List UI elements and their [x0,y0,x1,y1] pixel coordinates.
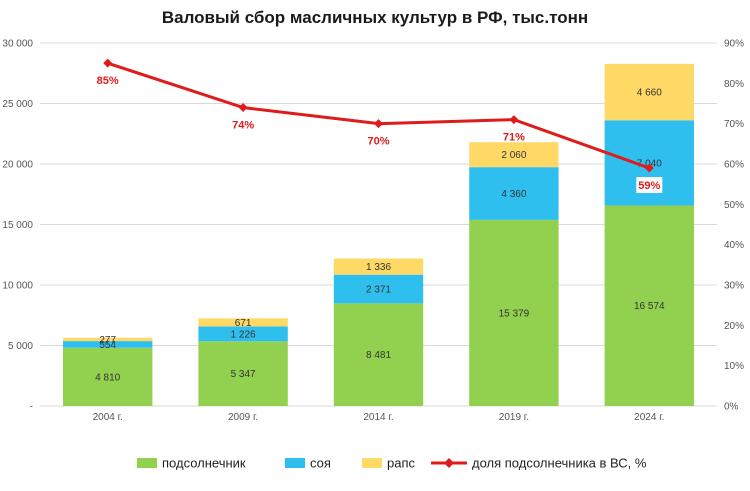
x-tick-label: 2014 г. [363,412,393,423]
legend-swatch [285,458,305,468]
bar-value-label: 4 810 [95,372,120,383]
y-right-tick-label: 80% [724,79,744,90]
bar-value-label: 8 481 [366,350,391,361]
line-label-background [636,177,663,194]
y-right-tick-label: 70% [724,119,744,130]
y-right-tick-label: 90% [724,39,744,50]
bar-value-label: 1 226 [231,329,256,340]
x-tick-label: 2019 г. [499,412,529,423]
bar-segment [333,303,424,406]
bar-segment [469,167,559,220]
bar-value-label: 2 371 [366,285,391,296]
y-left-tick-label: 5 000 [8,341,33,352]
bar-value-label: 16 574 [634,301,665,312]
bar-value-label: 554 [99,340,116,351]
bar-segment [469,219,559,406]
line-point [644,163,654,173]
y-left-tick-label: 30 000 [2,39,33,50]
bar-value-label: 671 [235,318,252,329]
x-tick-label: 2004 г. [93,412,123,423]
y-left-tick-label: 20 000 [2,160,33,171]
line-point [374,119,383,129]
bar-segment [198,341,288,406]
bar-value-label: 4 360 [501,189,526,200]
y-right-tick-label: 40% [724,240,744,251]
line-value-label: 59% [638,180,660,192]
y-right-tick-label: 30% [724,281,744,292]
line-value-label: 70% [367,136,389,148]
bar-segment [469,142,559,168]
bar-segment [333,258,424,275]
legend-label: подсолнечник [162,456,246,471]
line-value-label: 85% [97,75,119,87]
bar-value-label: 15 379 [499,308,530,319]
y-right-tick-label: 20% [724,321,744,332]
line-point [509,115,519,125]
y-left-tick-label: 10 000 [2,281,33,292]
legend-label: рапс [387,456,415,471]
x-tick-label: 2024 г. [634,412,664,423]
bar-segment [604,63,694,121]
y-right-tick-label: 50% [724,200,744,211]
x-tick-label: 2009 г. [228,412,258,423]
y-left-tick-label: 15 000 [2,220,33,231]
bar-segment [604,205,694,406]
line-value-label: 74% [232,120,254,132]
bar-value-label: 2 060 [501,150,526,161]
bar-value-label: 277 [99,335,116,346]
bar-segment [63,347,153,406]
legend-swatch [137,458,157,468]
line-series [107,61,650,170]
legend-label: доля подсолнечника в ВС, % [472,456,647,471]
y-right-tick-label: 60% [724,160,744,171]
line-value-label: 71% [503,132,525,144]
legend-label: соя [310,456,331,471]
y-left-tick-label: - [30,402,33,413]
bar-value-label: 5 347 [231,369,256,380]
line-point [103,58,113,68]
legend-line-marker [444,458,454,468]
bar-value-label: 1 336 [366,262,391,273]
bar-value-label: 4 660 [637,88,662,99]
bar-segment [333,274,424,304]
chart-title: Валовый сбор масличных культур в РФ, тыс… [161,8,589,27]
bar-segment [63,337,153,342]
legend-swatch [362,458,382,468]
y-right-tick-label: 10% [724,361,744,372]
y-right-tick-label: 0% [724,402,739,413]
bar-segment [63,341,153,348]
line-point [238,103,248,113]
y-left-tick-label: 25 000 [2,99,33,110]
bar-segment [198,318,288,327]
bar-segment [198,326,288,342]
